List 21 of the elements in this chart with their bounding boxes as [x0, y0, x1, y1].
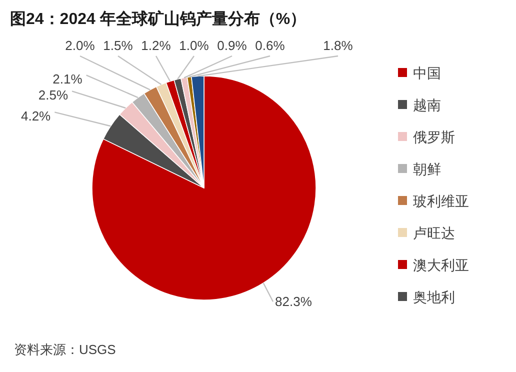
legend-label: 卢旺达 — [413, 224, 455, 241]
legend-label: 俄罗斯 — [413, 128, 455, 145]
data-label: 1.5% — [103, 38, 134, 53]
data-label: 0.6% — [255, 38, 286, 53]
chart-title: 图24：2024 年全球矿山钨产量分布（%） — [10, 10, 306, 28]
data-label: 2.0% — [65, 38, 96, 53]
text: 资料来源：USGS — [14, 342, 116, 357]
data-label: 1.8% — [323, 38, 354, 53]
legend-label: 朝鲜 — [413, 160, 441, 177]
data-label: 2.5% — [38, 88, 68, 103]
data-label: 1.2% — [141, 38, 172, 53]
legend-label: 澳大利亚 — [413, 256, 469, 273]
legend-label: 越南 — [413, 96, 441, 113]
legend-label: 玻利维亚 — [413, 192, 469, 209]
data-label: 4.2% — [21, 108, 52, 124]
legend-label: 中国 — [413, 64, 441, 81]
data-label: 0.9% — [217, 38, 248, 53]
data-label: 2.1% — [52, 72, 83, 87]
legend-label: 奥地利 — [413, 288, 455, 305]
data-label: 1.0% — [179, 38, 210, 53]
data-label: 82.3% — [275, 294, 312, 310]
